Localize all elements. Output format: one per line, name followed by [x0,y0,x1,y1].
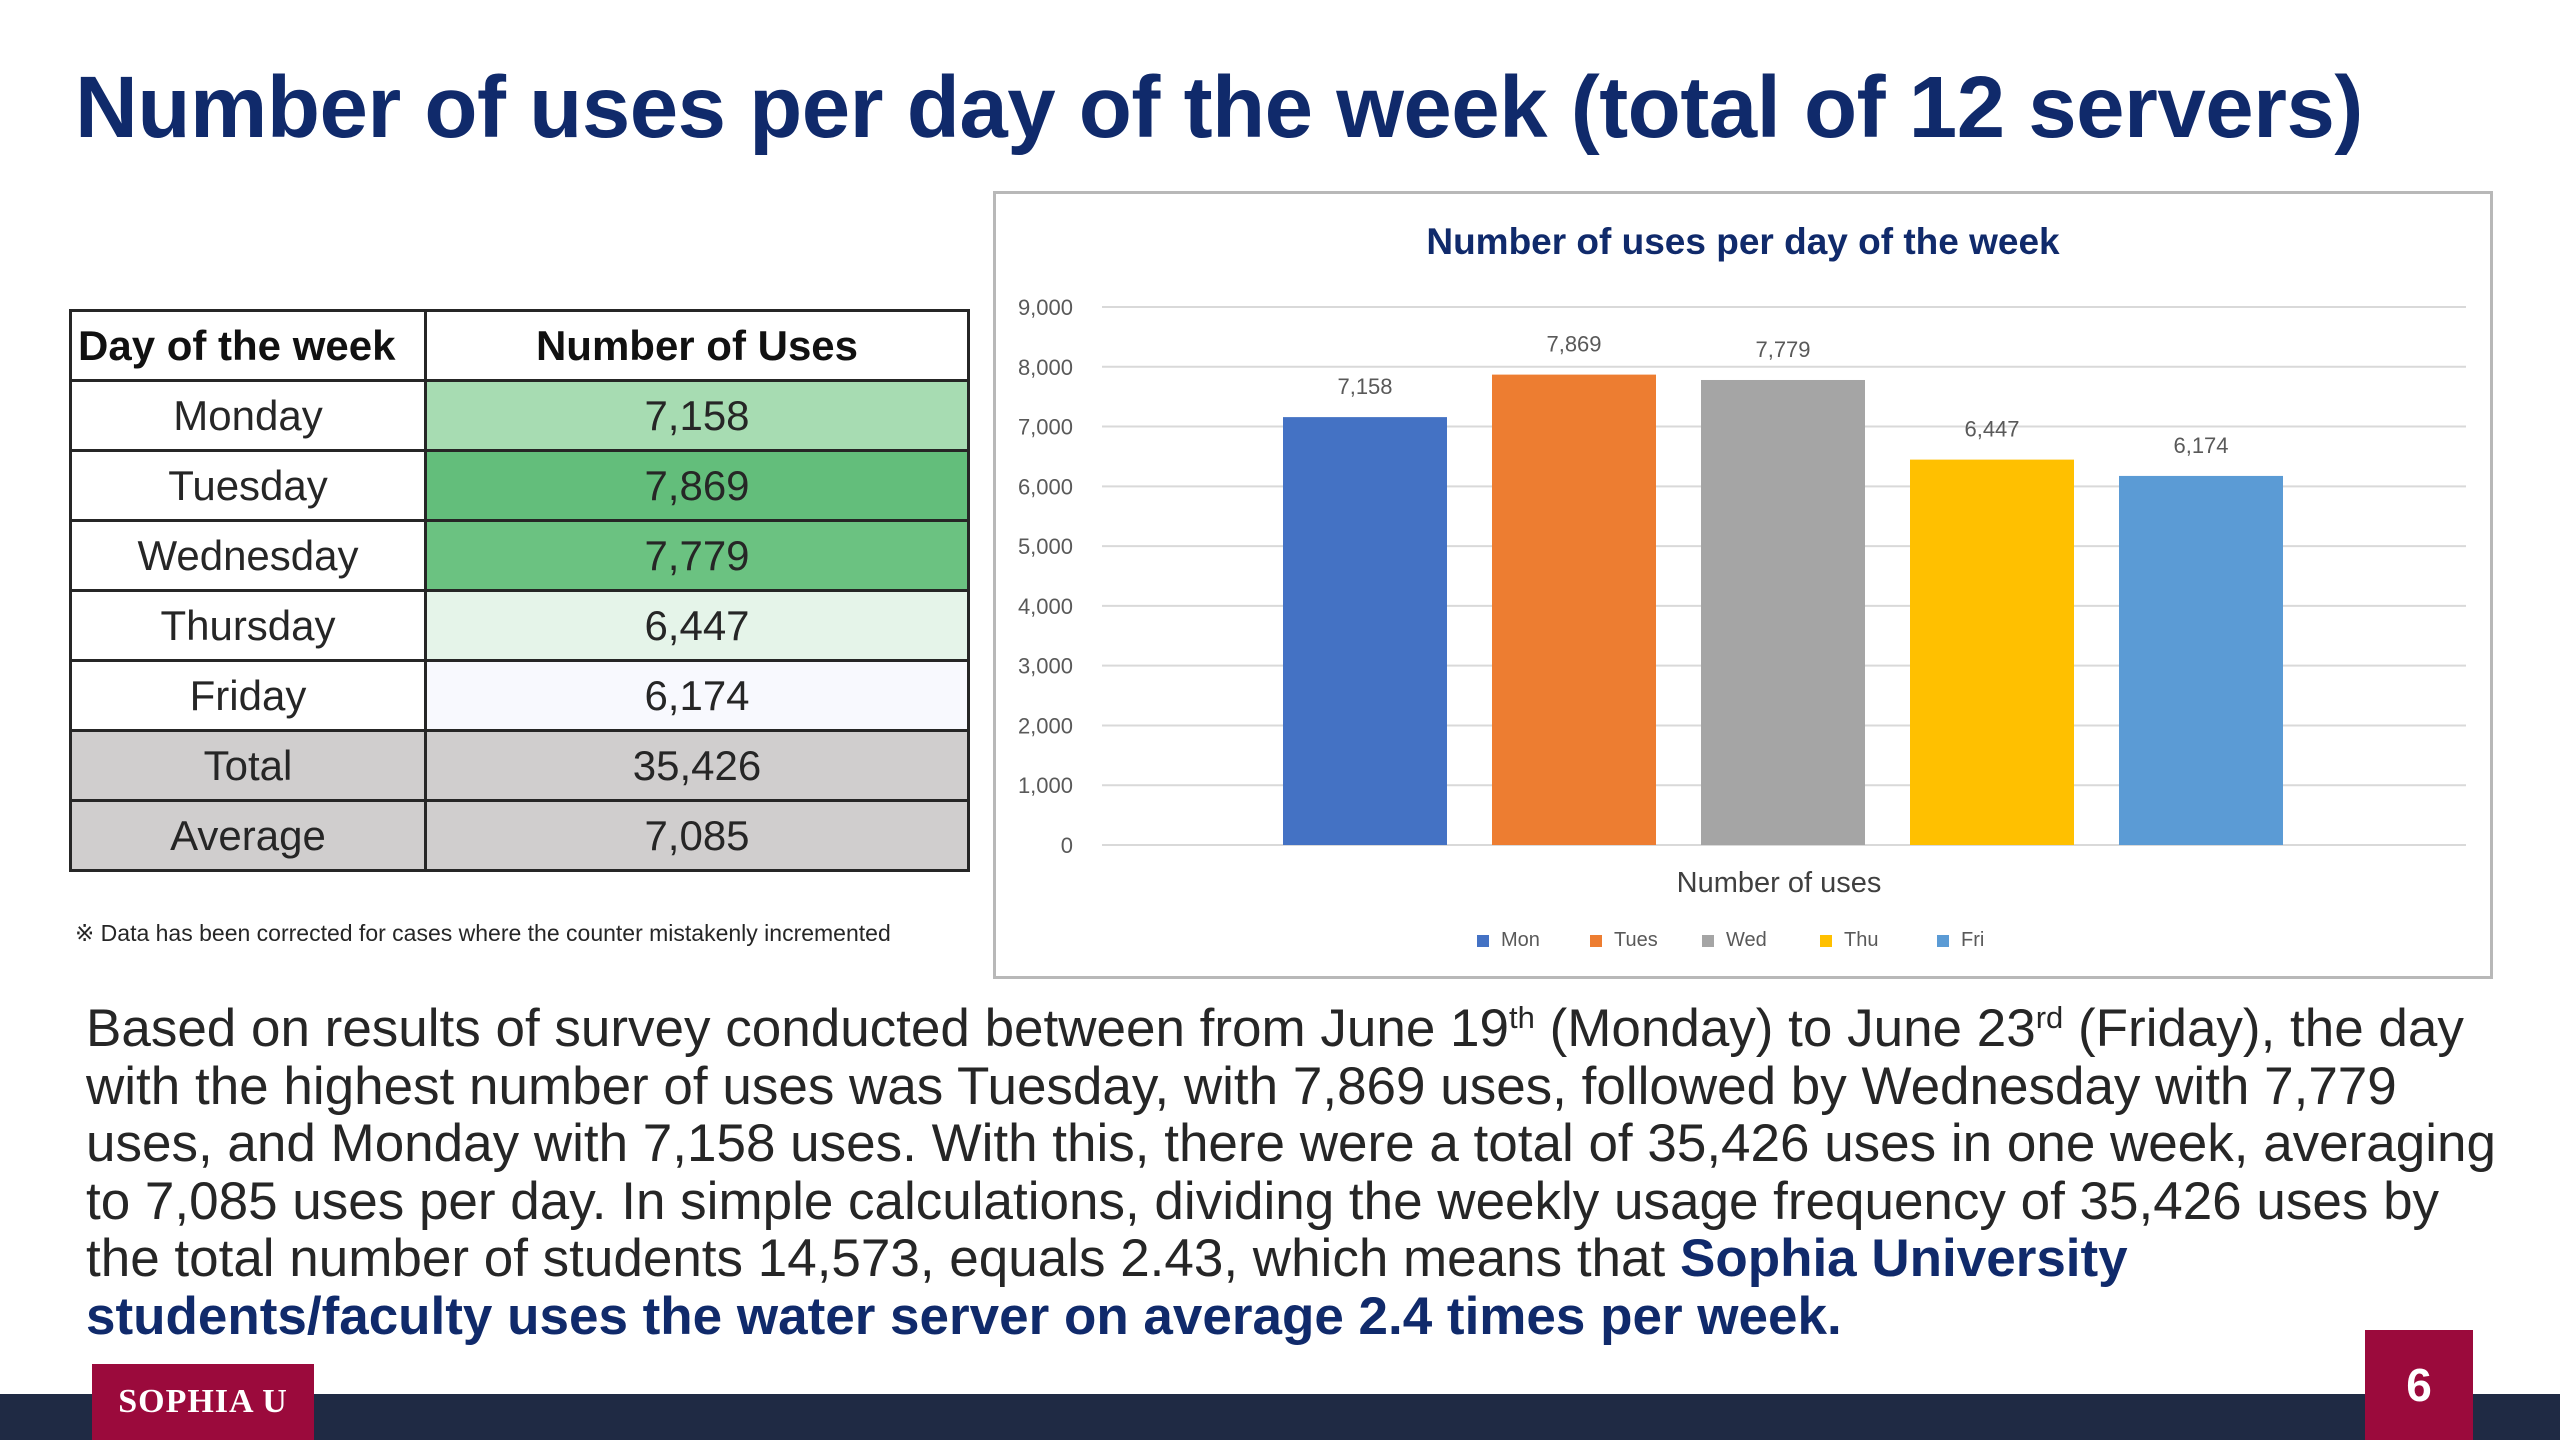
summary-highlight: Sophia University students/faculty uses … [86,1229,2128,1346]
uses-cell: 7,158 [424,379,970,452]
day-cell: Wednesday [69,519,427,592]
legend-swatch [1590,935,1602,947]
day-cell: Friday [69,659,427,732]
legend-swatch [1937,935,1949,947]
footnote: ※ Data has been corrected for cases wher… [75,920,891,946]
x-axis-label: Number of uses [1677,867,1882,899]
bar-thu [1910,459,2074,845]
day-cell: Monday [69,379,427,452]
y-tick-label: 5,000 [1018,534,1073,559]
y-tick-label: 2,000 [1018,713,1073,738]
bar-chart: Number of uses per day of the week 0 1,000… [1018,221,2466,951]
uses-cell: 6,447 [424,589,970,662]
data-label: 7,779 [1755,337,1810,362]
y-tick-label: 6,000 [1018,474,1073,499]
uses-cell: 7,869 [424,449,970,522]
legend-swatch [1477,935,1489,947]
table-row: Friday 6,174 [69,659,970,732]
table-row: Monday 7,158 [69,379,970,452]
data-label: 7,158 [1337,374,1392,399]
average-value-cell: 7,085 [424,799,970,872]
y-tick-label: 9,000 [1018,295,1073,320]
table-header-row: Day of the week Number of Uses [69,309,970,382]
legend-label: Wed [1726,929,1767,951]
uses-table: Day of the week Number of Uses Monday 7,… [69,309,970,872]
header-day: Day of the week [69,309,427,382]
summary-sup-2: rd [2035,1000,2064,1035]
slide-title: Number of uses per day of the week (tota… [75,59,2363,156]
summary-sup-1: th [1509,1000,1535,1035]
total-label-cell: Total [69,729,427,802]
table-row: Tuesday 7,869 [69,449,970,522]
day-cell: Tuesday [69,449,427,522]
y-tick-label: 4,000 [1018,594,1073,619]
y-tick-label: 8,000 [1018,355,1073,380]
data-label: 6,447 [1964,417,2019,442]
table-row-average: Average 7,085 [69,799,970,872]
summary-text-1: Based on results of survey conducted bet… [86,999,1510,1058]
legend-label: Thu [1844,929,1878,951]
table-row: Thursday 6,447 [69,589,970,662]
uses-cell: 6,174 [424,659,970,732]
bar-wed [1701,379,1865,845]
average-label-cell: Average [69,799,427,872]
total-value-cell: 35,426 [424,729,970,802]
data-label: 6,174 [2173,433,2228,458]
summary-text-2: (Monday) to June 23 [1534,999,2036,1058]
day-cell: Thursday [69,589,427,662]
summary-paragraph: Based on results of survey conducted bet… [86,1000,2506,1345]
footer-bar [0,1394,2560,1440]
university-logo: SOPHIA U [92,1364,314,1440]
legend-swatch [1702,935,1714,947]
header-uses: Number of Uses [424,309,970,382]
page-number: 6 [2365,1330,2473,1440]
table-row-total: Total 35,426 [69,729,970,802]
y-tick-label: 1,000 [1018,773,1073,798]
chart-frame: Number of uses per day of the week 0 1,000… [993,191,2493,979]
legend-label: Mon [1501,929,1540,951]
y-tick-label: 3,000 [1018,654,1073,679]
y-tick-label: 0 [1061,833,1073,858]
uses-cell: 7,779 [424,519,970,592]
bar-fri [2119,475,2283,845]
legend-label: Tues [1614,929,1658,951]
y-tick-label: 7,000 [1018,415,1073,440]
summary-text-3: (Friday), the day with the highest numbe… [86,999,2496,1288]
table-row: Wednesday 7,779 [69,519,970,592]
data-label: 7,869 [1546,332,1601,357]
legend-label: Fri [1961,929,1984,951]
bar-mon [1283,417,1447,845]
chart-title: Number of uses per day of the week [1426,221,2060,262]
bar-tues [1492,374,1656,845]
legend-swatch [1820,935,1832,947]
